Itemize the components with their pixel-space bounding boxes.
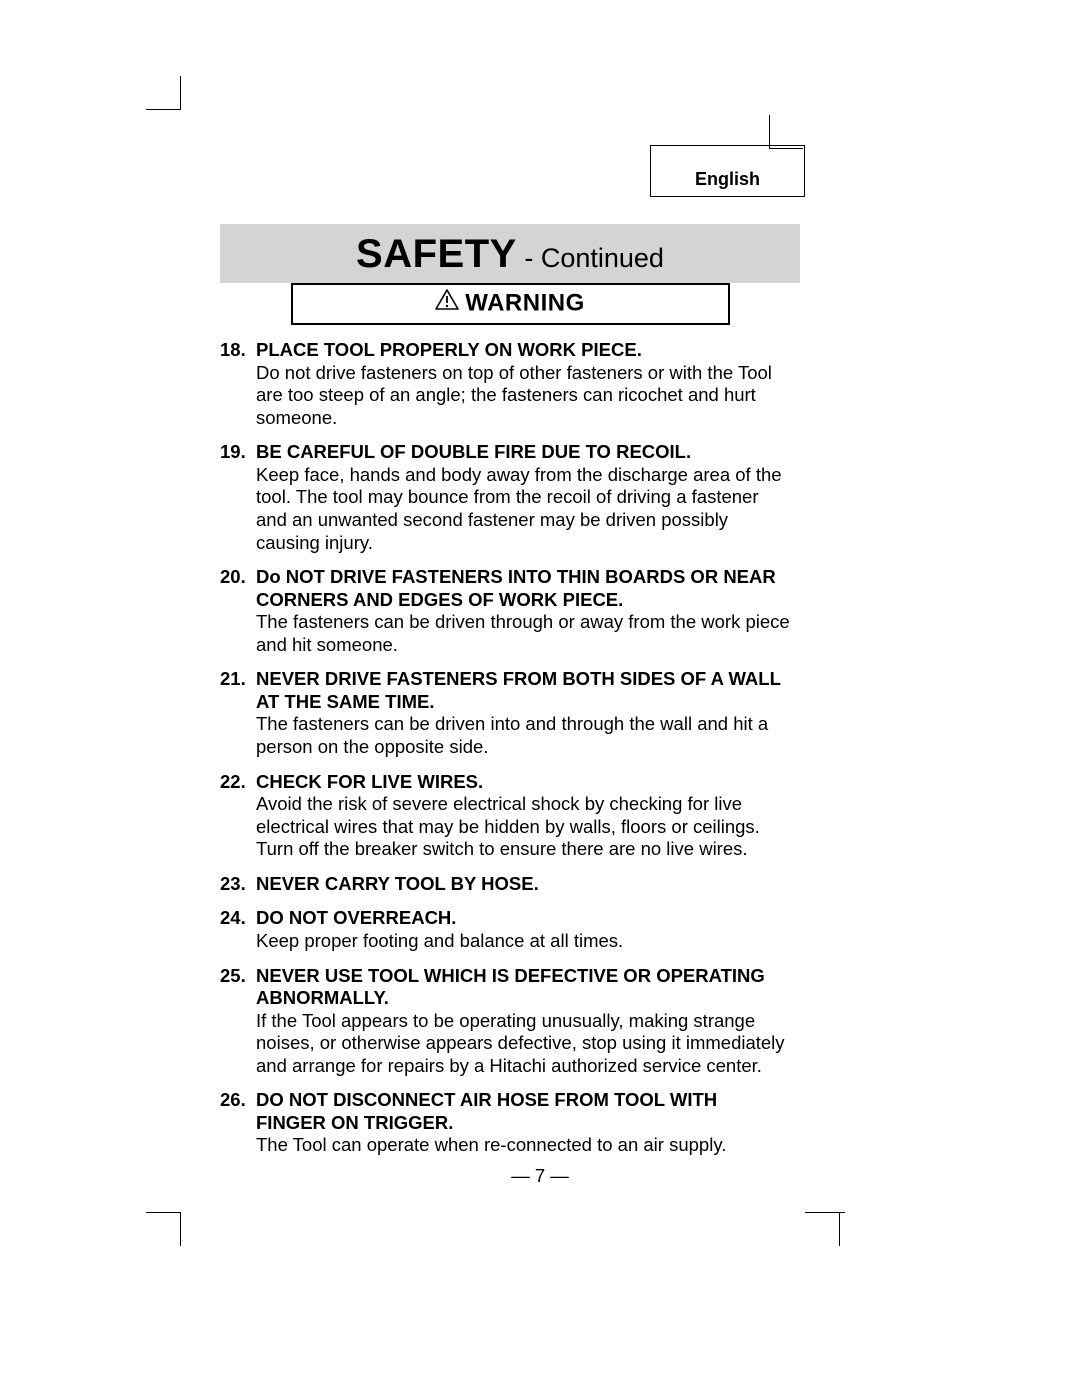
crop-mark bbox=[146, 109, 180, 110]
page: English SAFETY - Continued WARNING PLACE… bbox=[0, 0, 1080, 1397]
list-item: DO NOT DISCONNECT AIR HOSE FROM TOOL WIT… bbox=[220, 1089, 792, 1157]
warning-icon bbox=[435, 289, 459, 315]
title-main: SAFETY bbox=[356, 232, 517, 276]
item-title: NEVER USE TOOL WHICH IS DEFECTIVE OR OPE… bbox=[256, 965, 765, 1009]
crop-mark bbox=[146, 1212, 180, 1213]
list-item: Do NOT DRIVE FASTENERS INTO THIN BOARDS … bbox=[220, 566, 792, 656]
item-body: If the Tool appears to be operating unus… bbox=[256, 1010, 785, 1076]
item-body: The Tool can operate when re-connected t… bbox=[256, 1134, 726, 1155]
page-number: — 7 — bbox=[0, 1165, 1080, 1187]
item-body: Do not drive fasteners on top of other f… bbox=[256, 362, 772, 428]
item-body: The fasteners can be driven through or a… bbox=[256, 611, 790, 655]
item-body: Avoid the risk of severe electrical shoc… bbox=[256, 793, 760, 859]
warning-box: WARNING bbox=[291, 283, 730, 325]
item-title: NEVER DRIVE FASTENERS FROM BOTH SIDES OF… bbox=[256, 668, 781, 712]
item-body: Keep proper footing and balance at all t… bbox=[256, 930, 623, 951]
item-title: DO NOT OVERREACH bbox=[256, 907, 451, 928]
warning-text: WARNING bbox=[465, 290, 585, 317]
item-body: Keep face, hands and body away from the … bbox=[256, 464, 782, 553]
language-box: English bbox=[650, 145, 805, 197]
title-suffix: - Continued bbox=[517, 243, 664, 273]
warning-list: PLACE TOOL PROPERLY ON WORK PIECE.Do not… bbox=[220, 339, 800, 1157]
item-title: PLACE TOOL PROPERLY ON WORK PIECE bbox=[256, 339, 637, 360]
crop-mark bbox=[180, 76, 181, 110]
item-body: The fasteners can be driven into and thr… bbox=[256, 713, 768, 757]
list-item: NEVER DRIVE FASTENERS FROM BOTH SIDES OF… bbox=[220, 668, 792, 758]
content-area: SAFETY - Continued WARNING PLACE TOOL PR… bbox=[220, 224, 800, 1169]
list-item: PLACE TOOL PROPERLY ON WORK PIECE.Do not… bbox=[220, 339, 792, 429]
item-title: DO NOT DISCONNECT AIR HOSE FROM TOOL WIT… bbox=[256, 1089, 717, 1133]
list-item: NEVER CARRY TOOL BY HOSE. bbox=[220, 873, 792, 896]
item-title: BE CAREFUL OF DOUBLE FIRE DUE TO RECOIL bbox=[256, 441, 686, 462]
crop-mark bbox=[839, 1212, 840, 1246]
list-item: CHECK FOR LIVE WIRES.Avoid the risk of s… bbox=[220, 771, 792, 861]
language-label: English bbox=[695, 169, 760, 190]
crop-mark bbox=[180, 1212, 181, 1246]
list-item: BE CAREFUL OF DOUBLE FIRE DUE TO RECOIL.… bbox=[220, 441, 792, 554]
crop-mark bbox=[769, 115, 770, 149]
list-item: NEVER USE TOOL WHICH IS DEFECTIVE OR OPE… bbox=[220, 965, 792, 1078]
item-title: CHECK FOR LIVE WIRES bbox=[256, 771, 478, 792]
item-title: Do NOT DRIVE FASTENERS INTO THIN BOARDS … bbox=[256, 566, 776, 610]
list-item: DO NOT OVERREACH.Keep proper footing and… bbox=[220, 907, 792, 952]
title-bar: SAFETY - Continued bbox=[220, 224, 800, 283]
item-title: NEVER CARRY TOOL BY HOSE bbox=[256, 873, 534, 894]
